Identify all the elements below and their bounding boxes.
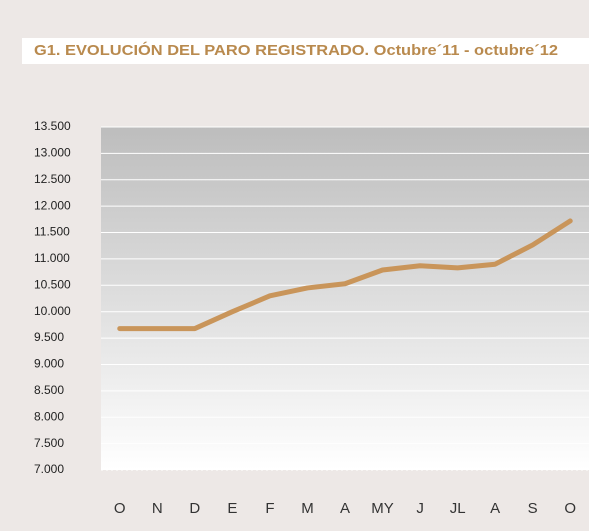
y-tick-label: 12.000 [34, 198, 71, 212]
y-tick-label: 12.500 [34, 172, 71, 186]
x-tick-label: JL [450, 500, 466, 517]
x-tick-label: MY [371, 500, 394, 517]
y-tick-label: 13.500 [34, 119, 71, 133]
y-tick-label: 9.000 [34, 357, 64, 371]
y-tick-label: 9.500 [34, 330, 64, 344]
y-tick-label: 11.000 [34, 251, 70, 265]
y-tick-label: 7.500 [34, 436, 64, 450]
data-line [117, 218, 573, 332]
chart-title: G1. EVOLUCIÓN DEL PARO REGISTRADO. Octub… [34, 41, 558, 59]
x-tick-label: N [152, 500, 163, 517]
y-tick-label: 8.500 [34, 383, 64, 397]
y-tick-label: 13.000 [34, 146, 71, 160]
y-tick-label: 10.500 [34, 277, 71, 291]
x-tick-label: O [114, 500, 126, 517]
x-tick-label: O [564, 500, 576, 517]
y-tick-label: 8.000 [34, 409, 64, 423]
x-tick-label: F [265, 500, 274, 517]
x-tick-label: A [490, 500, 500, 517]
x-tick-label: M [301, 500, 314, 517]
y-tick-label: 10.000 [34, 304, 71, 318]
y-tick-label: 7.000 [34, 462, 64, 476]
title-bar [22, 38, 589, 64]
x-tick-label: A [340, 500, 350, 517]
x-tick-label: D [189, 500, 200, 517]
x-tick-label: S [528, 500, 538, 517]
y-tick-label: 11.500 [34, 225, 70, 239]
x-tick-label: E [227, 500, 237, 517]
x-tick-label: J [416, 500, 424, 517]
plot-area [101, 127, 589, 470]
